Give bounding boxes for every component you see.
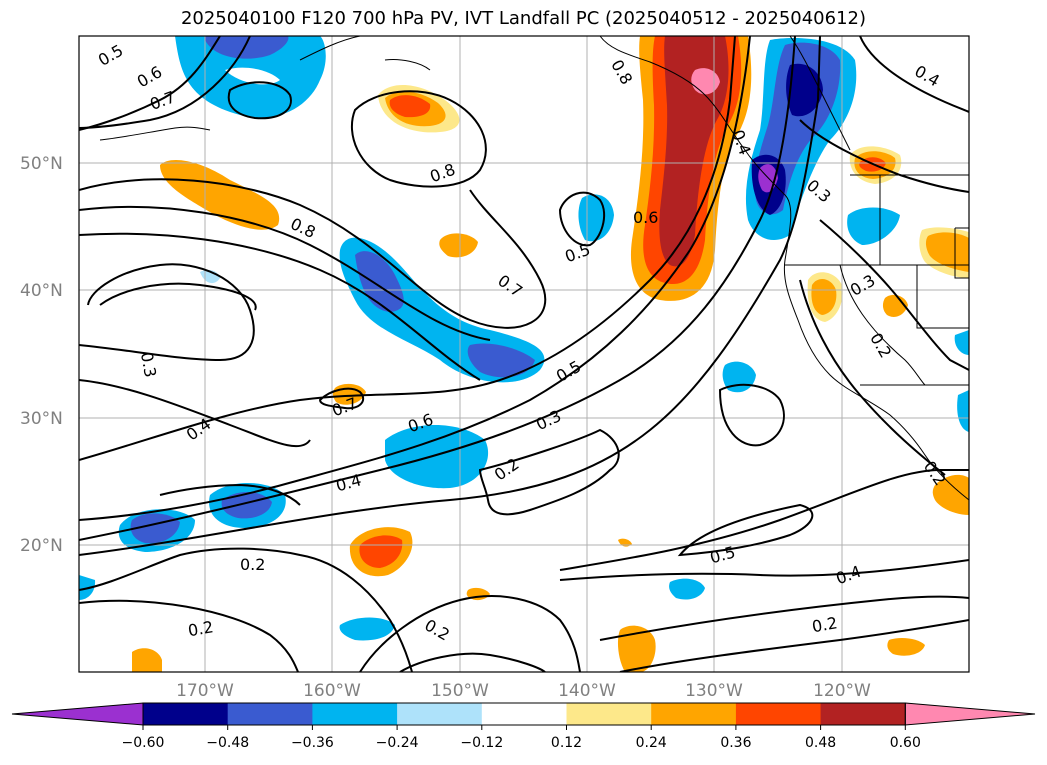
negative-anomaly-shading: [79, 36, 969, 641]
longitude-labels: 170°W 160°W 150°W 140°W 130°W 120°W: [176, 681, 871, 701]
lat-label-50n: 50°N: [20, 154, 63, 174]
map-title: 2025040100 F120 700 hPa PV, IVT Landfall…: [180, 8, 867, 29]
colorbar-segment: [312, 703, 398, 725]
contour-label: 0.3: [137, 350, 160, 378]
contour-lines: [79, 36, 969, 672]
lat-label-20n: 20°N: [20, 536, 63, 556]
colorbar-segment: [397, 703, 483, 725]
contour-label: 0.6: [633, 208, 658, 227]
colorbar-tick-label: −0.48: [206, 735, 249, 751]
colorbar-extend-low: [11, 702, 144, 726]
lon-label-120w: 120°W: [813, 681, 871, 701]
contour-label: 0.2: [186, 617, 214, 640]
contour-label: 0.2: [810, 613, 838, 636]
lat-label-30n: 30°N: [20, 409, 63, 429]
colorbar-segment: [227, 703, 313, 725]
colorbar-frame: [142, 702, 906, 726]
colorbar-tick-label: −0.12: [460, 735, 503, 751]
colorbar-segment: [481, 703, 567, 725]
positive-anomaly-shading: [132, 36, 969, 672]
colorbar-segment: [143, 703, 229, 725]
colorbar-tick-label: 0.24: [636, 735, 667, 751]
colorbar-segment: [651, 703, 737, 725]
colorbar-segment: [820, 703, 906, 725]
colorbar-tick-label: −0.60: [122, 735, 165, 751]
lon-label-130w: 130°W: [685, 681, 743, 701]
colorbar-tick-label: 0.60: [890, 735, 921, 751]
colorbar: −0.60 −0.48 −0.36 −0.24 −0.12 0.12 0.24 0.36 0.4…: [11, 702, 1036, 751]
colorbar-segment: [566, 703, 652, 725]
colorbar-tick-label: 0.36: [720, 735, 751, 751]
colorbar-tick-label: −0.24: [376, 735, 419, 751]
colorbar-segment: [735, 703, 822, 725]
coastlines: [99, 36, 969, 501]
lon-label-140w: 140°W: [558, 681, 616, 701]
colorbar-tick-label: −0.36: [291, 735, 334, 751]
contour-label: 0.2: [240, 555, 265, 574]
colorbar-tick-label: 0.12: [551, 735, 582, 751]
colorbar-extend-high: [904, 702, 1036, 726]
colorbar-tick-label: 0.48: [805, 735, 836, 751]
map-layer: 0.5 0.6 0.7 0.8 0.8 0.5 0.6 0.8 0.7 0.4 …: [79, 36, 969, 672]
map-frame: [78, 35, 970, 673]
lat-label-40n: 40°N: [20, 281, 63, 301]
latitude-labels: 50°N 40°N 30°N 20°N: [20, 154, 63, 556]
lon-label-150w: 150°W: [431, 681, 489, 701]
lon-label-160w: 160°W: [303, 681, 361, 701]
lon-label-170w: 170°W: [176, 681, 234, 701]
